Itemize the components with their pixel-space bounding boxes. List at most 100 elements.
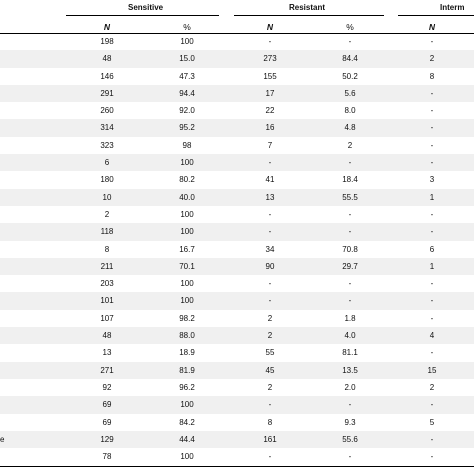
cell-resistant-n: 45 bbox=[265, 365, 275, 375]
cell-intermediate-n: 4 bbox=[429, 331, 435, 341]
table-row: 10 40.0 13 55.5 1 bbox=[0, 188, 474, 206]
cell-resistant-n: 155 bbox=[263, 71, 277, 81]
cell-intermediate-n: 8 bbox=[429, 71, 435, 81]
cell-resistant-pct: 2 bbox=[347, 140, 353, 150]
table-row: 314 95.2 16 4.8 - bbox=[0, 119, 474, 137]
group-header-resistant: Resistant bbox=[289, 3, 326, 12]
table-row: 101 100 - - - bbox=[0, 292, 474, 310]
cell-intermediate-n: - bbox=[430, 434, 434, 444]
table-row: 69 84.2 8 9.3 5 bbox=[0, 414, 474, 431]
cell-resistant-n: 41 bbox=[265, 175, 275, 185]
cell-resistant-pct: - bbox=[348, 37, 352, 46]
cell-sensitive-pct: 100 bbox=[180, 209, 194, 219]
cell-resistant-n: - bbox=[268, 37, 272, 46]
row-label bbox=[0, 327, 20, 344]
cell-sensitive-n: 323 bbox=[100, 140, 114, 150]
cell-resistant-pct: 81.1 bbox=[342, 348, 358, 358]
cell-sensitive-pct: 47.3 bbox=[179, 71, 195, 81]
cell-sensitive-n: 180 bbox=[100, 175, 114, 185]
cell-intermediate-n: 1 bbox=[429, 261, 435, 271]
row-label bbox=[0, 362, 20, 379]
cell-sensitive-n: 48 bbox=[102, 331, 112, 341]
cell-sensitive-pct: 16.7 bbox=[179, 244, 195, 254]
cell-resistant-n: - bbox=[268, 279, 272, 289]
row-label bbox=[0, 189, 20, 206]
cell-sensitive-pct: 70.1 bbox=[179, 261, 195, 271]
row-label bbox=[0, 448, 20, 465]
table-row: 203 100 - - - bbox=[0, 275, 474, 292]
cell-resistant-n: 90 bbox=[265, 261, 275, 271]
cell-resistant-n: - bbox=[268, 452, 272, 462]
table-row: 48 15.0 273 84.4 2 bbox=[0, 50, 474, 68]
cell-sensitive-pct: 15.0 bbox=[179, 54, 195, 64]
cell-sensitive-n: 211 bbox=[100, 261, 114, 271]
cell-resistant-pct: - bbox=[348, 400, 352, 410]
row-label bbox=[0, 414, 20, 431]
cell-sensitive-n: 10 bbox=[102, 192, 112, 202]
table-row: 180 80.2 41 18.4 3 bbox=[0, 171, 474, 188]
cell-resistant-pct: 70.8 bbox=[342, 244, 358, 254]
cell-sensitive-pct: 80.2 bbox=[179, 175, 195, 185]
cell-intermediate-n: - bbox=[430, 106, 434, 116]
cell-intermediate-n: 2 bbox=[429, 54, 435, 64]
cell-intermediate-n: - bbox=[430, 140, 434, 150]
group-header-intermediate: Interm bbox=[440, 3, 465, 12]
row-label bbox=[0, 171, 20, 188]
cell-sensitive-n: 198 bbox=[100, 37, 114, 46]
row-label bbox=[0, 379, 20, 396]
cell-resistant-pct: 2.0 bbox=[344, 382, 356, 392]
cell-sensitive-pct: 100 bbox=[180, 37, 194, 46]
cell-resistant-pct: - bbox=[348, 158, 352, 168]
cell-sensitive-n: 2 bbox=[104, 209, 110, 219]
table-row: 118 100 - - - bbox=[0, 223, 474, 241]
cell-resistant-pct: 4.8 bbox=[344, 123, 356, 133]
table-row: e 129 44.4 161 55.6 - bbox=[0, 430, 474, 449]
cell-sensitive-n: 107 bbox=[100, 313, 114, 323]
cell-intermediate-n: - bbox=[430, 209, 434, 219]
resistant-underline bbox=[234, 15, 384, 16]
row-label bbox=[0, 137, 20, 154]
row-label bbox=[0, 223, 20, 240]
cell-resistant-pct: - bbox=[348, 452, 352, 462]
table-row: 78 100 - - - bbox=[0, 448, 474, 465]
cell-resistant-pct: 4.0 bbox=[344, 331, 356, 341]
table-row: 271 81.9 45 13.5 15 bbox=[0, 361, 474, 379]
cell-intermediate-n: - bbox=[430, 88, 434, 98]
cell-sensitive-pct: 100 bbox=[180, 452, 194, 462]
cell-intermediate-n: 2 bbox=[429, 382, 435, 392]
cell-sensitive-n: 203 bbox=[100, 279, 114, 289]
cell-sensitive-n: 291 bbox=[100, 88, 114, 98]
subheader-resistant-pct: % bbox=[346, 22, 354, 32]
table-row: 260 92.0 22 8.0 - bbox=[0, 102, 474, 119]
cell-resistant-n: - bbox=[268, 158, 272, 168]
cell-sensitive-n: 101 bbox=[100, 296, 114, 306]
cell-resistant-pct: 18.4 bbox=[342, 175, 358, 185]
cell-resistant-n: 13 bbox=[265, 192, 275, 202]
group-header-sensitive: Sensitive bbox=[128, 3, 164, 12]
cell-sensitive-n: 129 bbox=[100, 434, 114, 444]
cell-resistant-n: 34 bbox=[265, 244, 275, 254]
cell-intermediate-n: - bbox=[430, 313, 434, 323]
cell-sensitive-n: 118 bbox=[100, 227, 114, 237]
row-label bbox=[0, 344, 20, 361]
row-label bbox=[0, 310, 20, 327]
cell-intermediate-n: 1 bbox=[429, 192, 435, 202]
cell-intermediate-n: 5 bbox=[429, 417, 435, 427]
cell-resistant-n: 2 bbox=[267, 313, 273, 323]
cell-intermediate-n: - bbox=[430, 452, 434, 462]
cell-resistant-pct: 29.7 bbox=[342, 261, 358, 271]
row-label bbox=[0, 206, 20, 223]
cell-resistant-n: 8 bbox=[267, 417, 273, 427]
cell-resistant-pct: - bbox=[348, 227, 352, 237]
row-label bbox=[0, 85, 20, 102]
cell-sensitive-n: 146 bbox=[100, 71, 114, 81]
cell-intermediate-n: - bbox=[430, 37, 434, 46]
cell-sensitive-pct: 44.4 bbox=[179, 434, 195, 444]
row-label bbox=[0, 33, 20, 50]
cell-sensitive-n: 69 bbox=[102, 400, 112, 410]
row-label bbox=[0, 119, 20, 136]
row-label bbox=[0, 396, 20, 413]
cell-intermediate-n: - bbox=[430, 158, 434, 168]
row-label bbox=[0, 241, 20, 258]
table-row: 2 100 - - - bbox=[0, 206, 474, 223]
